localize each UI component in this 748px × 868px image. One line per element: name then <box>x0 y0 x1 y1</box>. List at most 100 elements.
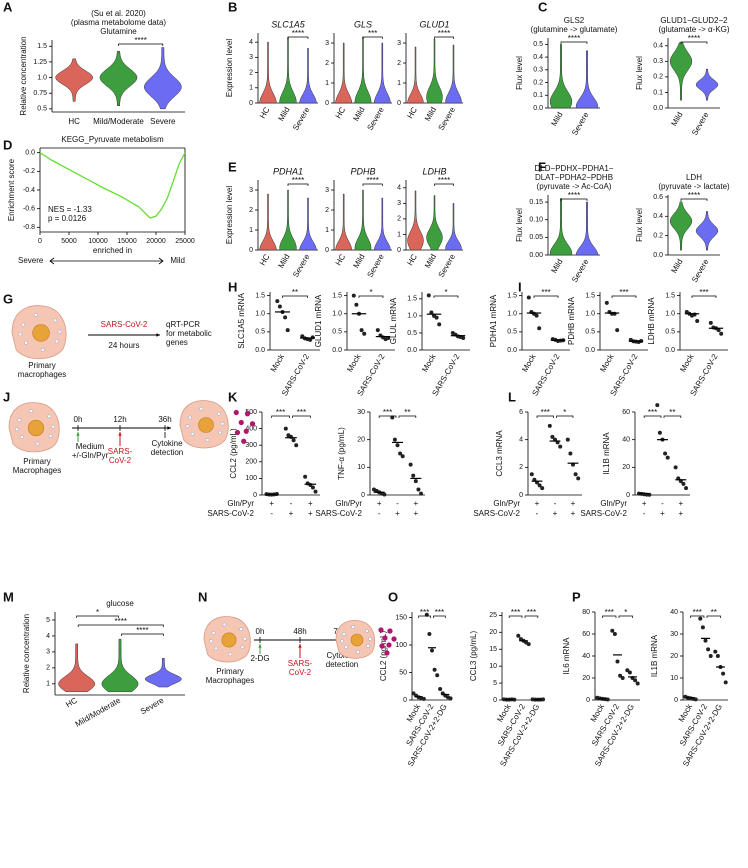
violin <box>335 193 353 251</box>
significance-bracket <box>282 295 308 298</box>
y-tick-label: 4 <box>46 633 50 640</box>
x-tick-label: Mild <box>549 111 564 128</box>
x-table-row-label: Gln/Pyr <box>493 499 520 508</box>
timepoint: 36h <box>158 415 171 424</box>
vesicle <box>344 645 348 649</box>
significance-label: **** <box>688 191 700 200</box>
y-tick-label: 0.3 <box>653 58 663 65</box>
y-tick-label: 40 <box>670 609 678 616</box>
x-table-mark: + <box>289 509 294 518</box>
data-point <box>434 315 439 320</box>
x-table-mark: + <box>269 499 274 508</box>
cytokine <box>241 438 247 444</box>
x-tick-label: HC <box>68 117 80 126</box>
vesicle <box>51 424 56 429</box>
cytokine <box>386 642 392 648</box>
violin <box>373 42 391 104</box>
x-table-row-label: SARS-CoV-2 <box>580 509 627 518</box>
diagram-text: Macrophages <box>206 676 254 685</box>
y-axis-label: Expression level <box>225 186 234 244</box>
x-tick-label: 15000 <box>117 238 137 245</box>
significance-label: *** <box>693 608 702 617</box>
y-tick-label: 0.5 <box>533 41 543 48</box>
x-table-row-label: SARS-CoV-2 <box>473 509 520 518</box>
x-tick-label: 25000 <box>175 238 195 245</box>
x-tick-label: Severe <box>437 252 458 279</box>
y-axis-label: Flux level <box>635 56 644 90</box>
data-point <box>354 302 359 307</box>
y-tick-label: 0 <box>674 697 678 704</box>
diagram-text: Medium <box>76 442 105 451</box>
data-point <box>615 659 620 664</box>
vesicle <box>47 414 52 419</box>
data-point <box>291 438 296 443</box>
y-axis-label: CCL3 (pg/mL) <box>469 631 478 682</box>
y-tick-label: 1.0 <box>407 313 417 320</box>
data-point <box>351 293 356 298</box>
significance-label: * <box>444 288 447 297</box>
significance-bracket <box>602 615 617 618</box>
y-tick-label: 0 <box>397 100 401 107</box>
significance-label: ** <box>669 408 675 417</box>
chart-title: GLUD1−GLUD2−2 <box>660 16 728 25</box>
x-tick-label: Severe <box>690 257 711 284</box>
significance-label: **** <box>568 34 580 43</box>
significance-bracket <box>358 295 384 298</box>
y-tick-label: 1.0 <box>37 74 47 81</box>
significance-label: *** <box>435 608 444 617</box>
y-tick-label: 20 <box>622 464 630 471</box>
x-tick-label: Mock <box>520 352 538 374</box>
data-point <box>359 328 364 333</box>
y-axis-label: Expression level <box>225 39 234 97</box>
significance-label: * <box>563 408 566 417</box>
significance-bracket <box>271 415 290 418</box>
y-axis-label: GLUD1 mRNA <box>314 294 323 347</box>
data-point <box>395 443 400 448</box>
data-point <box>303 474 308 479</box>
significance-bracket <box>77 624 164 627</box>
y-tick-label: 1.0 <box>332 311 342 318</box>
x-table-mark: + <box>553 509 558 518</box>
x-tick-label: Mock <box>598 352 616 374</box>
y-axis-label: CCL2 (pg/mL) <box>379 631 388 682</box>
significance-bracket <box>690 615 705 618</box>
y-tick-label: 2 <box>325 207 329 214</box>
x-table-mark: + <box>413 499 418 508</box>
data-point <box>713 649 718 654</box>
y-tick-label: 0 <box>253 492 257 499</box>
violin <box>445 44 462 104</box>
y-tick-label: 0 <box>403 697 407 704</box>
significance-bracket <box>560 41 588 44</box>
panel-letter: D <box>3 137 12 152</box>
y-tick-label: 20 <box>357 437 365 444</box>
y-tick-label: 1.5 <box>665 292 675 299</box>
y-tick-label: 0.2 <box>653 232 663 239</box>
y-tick-label: 0.00 <box>529 252 543 259</box>
significance-label: *** <box>297 408 306 417</box>
significance-bracket <box>362 183 383 186</box>
cytokine <box>387 628 393 634</box>
timepoint: 0h <box>74 415 83 424</box>
y-tick-label: 1 <box>325 80 329 87</box>
x-table-mark: + <box>308 499 313 508</box>
y-tick-label: 0 <box>361 492 365 499</box>
annotation: p = 0.0126 <box>48 214 87 223</box>
x-table-mark: - <box>536 509 539 518</box>
y-tick-label: 1.5 <box>585 292 595 299</box>
y-axis-label: Relative concentration <box>22 614 31 693</box>
data-point <box>438 687 443 691</box>
chart-title: KEGG_Pyruvate metabolism <box>61 135 164 144</box>
data-point <box>673 465 678 470</box>
x-tick-label: Severe <box>690 110 711 137</box>
cell-nucleus <box>198 417 214 433</box>
significance-bracket <box>118 43 164 46</box>
x-tick-label: Mock <box>269 352 287 374</box>
significance-label: *** <box>541 408 550 417</box>
annotation: NES = -1.33 <box>48 205 92 214</box>
significance-bracket <box>76 615 119 618</box>
data-point <box>703 638 708 643</box>
x-table-mark: + <box>571 509 576 518</box>
y-tick-label: 0.0 <box>585 347 595 354</box>
x-tick-label: Severe <box>291 252 312 279</box>
